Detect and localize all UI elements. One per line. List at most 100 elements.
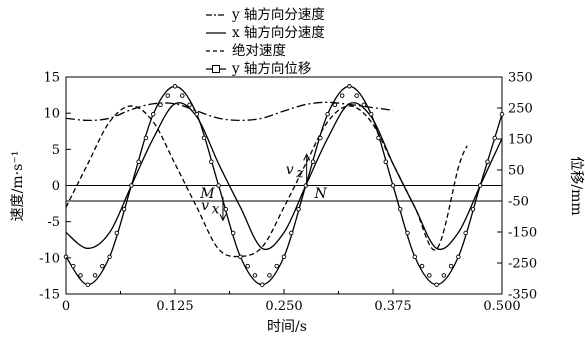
legend-label: y 轴方向分速度 [231,7,325,23]
displacement-point [419,263,425,269]
displacement-point [180,93,185,98]
displacement-point [477,183,483,188]
axes-layer: 0 0.125 0.250 0.375 0.500151050-5-10-1535025… [39,71,537,315]
displacement-point [281,254,287,260]
y-left-tick-label: -5 [47,215,60,230]
x-tick-label: 0.375 [374,299,411,314]
displacement-point [158,102,163,108]
displacement-point [230,230,236,236]
vz-arrow-head [303,153,311,161]
displacement-point [296,207,301,212]
x-tick-label: 0.500 [483,299,520,314]
legend-marker [212,65,220,73]
y-left-tick-label: 5 [52,143,60,158]
displacement-point [448,263,454,269]
vz-label: v [286,162,294,178]
point-N-label: N [314,186,328,202]
y-right-tick-label: -350 [508,288,537,303]
displacement-point [318,135,323,141]
displacement-point [347,84,352,89]
y-right-tick-label: -250 [508,257,537,272]
displacement-point [201,135,207,141]
displacement-point [485,159,490,164]
series-line-3 [65,105,468,258]
displacement-point [165,93,170,98]
displacement-point [390,183,396,188]
y-left-tick-label: 15 [43,71,60,86]
y-right-tick-label: 350 [508,71,533,86]
displacement-point [368,111,374,117]
vx-subscript: x [212,202,220,218]
displacement-point [332,102,338,108]
series-layer [63,84,505,287]
displacement-point [259,282,265,287]
x-tick-label: 0.125 [156,299,193,314]
legend-label: x 轴方向分速度 [232,25,325,41]
displacement-point [398,207,403,212]
displacement-point [434,282,439,287]
displacement-point [114,230,120,236]
displacement-point [172,84,178,89]
displacement-point [289,230,294,236]
x-tick-label: 0.250 [265,299,302,314]
annotation-layer: v zv xM N [199,153,328,222]
displacement-point [136,159,141,164]
displacement-point [107,254,112,260]
displacement-point [194,111,200,117]
displacement-point [383,159,388,164]
vx-arrow-head [219,213,227,222]
displacement-point [354,93,359,98]
displacement-point [238,254,243,260]
point-M-label: M [199,186,215,202]
displacement-point [92,273,98,278]
displacement-point [456,254,461,260]
y-left-axis-title: 速度/m·s⁻¹ [10,151,26,222]
series-line-2 [65,102,503,251]
displacement-point [499,111,505,117]
y-right-axis-title: 位移/mm [568,156,584,215]
x-axis-title: 时间/s [267,319,307,335]
displacement-point [150,111,156,117]
displacement-point [470,207,476,212]
displacement-point [143,135,149,141]
displacement-point [463,230,468,236]
displacement-point [252,273,258,278]
y-left-tick-label: 0 [52,179,60,194]
y-left-tick-label: 10 [43,107,60,122]
displacement-point [405,230,410,236]
displacement-point [339,93,345,98]
y-right-tick-label: 50 [508,164,525,179]
displacement-point [129,183,134,188]
y-right-tick-label: 250 [508,102,533,117]
legend-label: 绝对速度 [232,43,286,59]
legend-label: y 轴方向位移 [231,61,311,77]
vz-subscript: z [295,166,304,182]
displacement-point [427,273,432,278]
displacement-point [376,135,381,141]
y-left-tick-label: -10 [39,251,60,266]
reference-lines [66,185,502,202]
displacement-point [100,263,105,269]
displacement-point [274,263,279,269]
x-tick-label: 0 [62,299,70,314]
displacement-point [187,102,192,108]
displacement-point [216,183,221,188]
displacement-point [441,273,447,278]
y-left-tick-label: -15 [39,288,60,303]
y-right-tick-label: 150 [508,133,533,148]
displacement-point [245,263,250,269]
displacement-point [267,273,272,278]
displacement-point [325,111,330,117]
displacement-point [71,263,76,269]
vx-label: v [201,198,209,214]
displacement-point [85,282,91,287]
displacement-point [209,159,214,164]
displacement-point [492,135,497,141]
y-right-tick-label: -50 [508,195,529,210]
displacement-point [78,273,83,278]
y-right-tick-label: -150 [508,226,537,241]
displacement-point [121,207,127,212]
displacement-point [361,102,367,108]
